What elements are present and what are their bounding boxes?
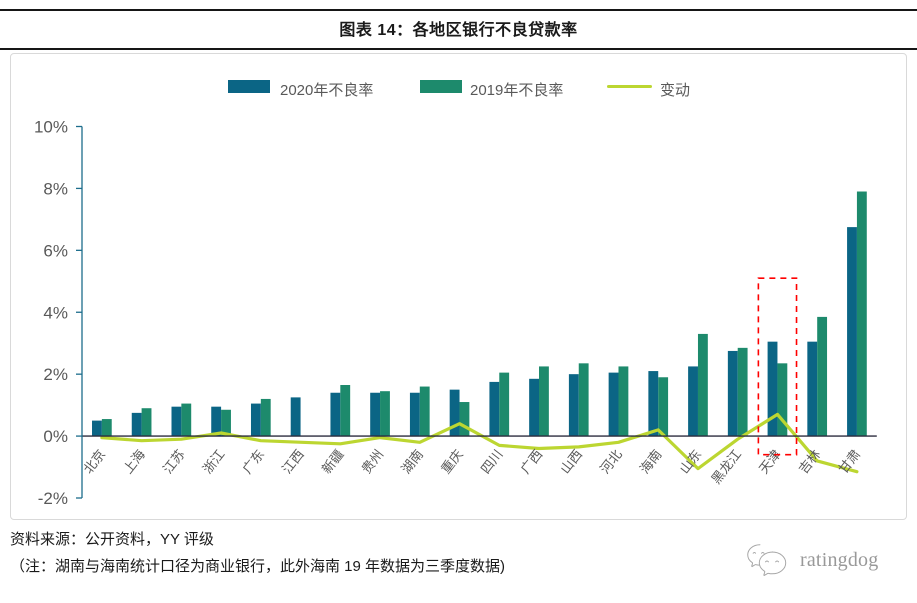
svg-text:浙江: 浙江 [200, 447, 228, 477]
svg-text:6%: 6% [43, 241, 68, 260]
svg-text:江苏: 江苏 [160, 447, 188, 477]
svg-text:上海: 上海 [120, 447, 148, 477]
svg-text:湖南: 湖南 [398, 447, 426, 477]
svg-text:黑龙江: 黑龙江 [708, 447, 744, 487]
svg-text:2%: 2% [43, 365, 68, 384]
svg-text:四川: 四川 [478, 447, 506, 477]
svg-text:河北: 河北 [597, 447, 625, 477]
svg-text:广西: 广西 [518, 447, 546, 477]
svg-text:0%: 0% [43, 427, 68, 446]
svg-text:-2%: -2% [38, 489, 68, 508]
svg-text:天津: 天津 [756, 447, 784, 477]
svg-text:重庆: 重庆 [438, 447, 466, 477]
svg-text:江西: 江西 [279, 447, 307, 477]
svg-text:甘肃: 甘肃 [835, 447, 863, 477]
svg-text:北京: 北京 [80, 447, 108, 477]
svg-text:4%: 4% [43, 303, 68, 322]
svg-text:10%: 10% [34, 118, 68, 137]
svg-text:山西: 山西 [557, 447, 585, 477]
svg-text:8%: 8% [43, 179, 68, 198]
svg-text:海南: 海南 [637, 447, 665, 477]
svg-text:贵州: 贵州 [359, 447, 387, 477]
svg-text:广东: 广东 [239, 447, 267, 477]
svg-text:新疆: 新疆 [319, 447, 347, 477]
